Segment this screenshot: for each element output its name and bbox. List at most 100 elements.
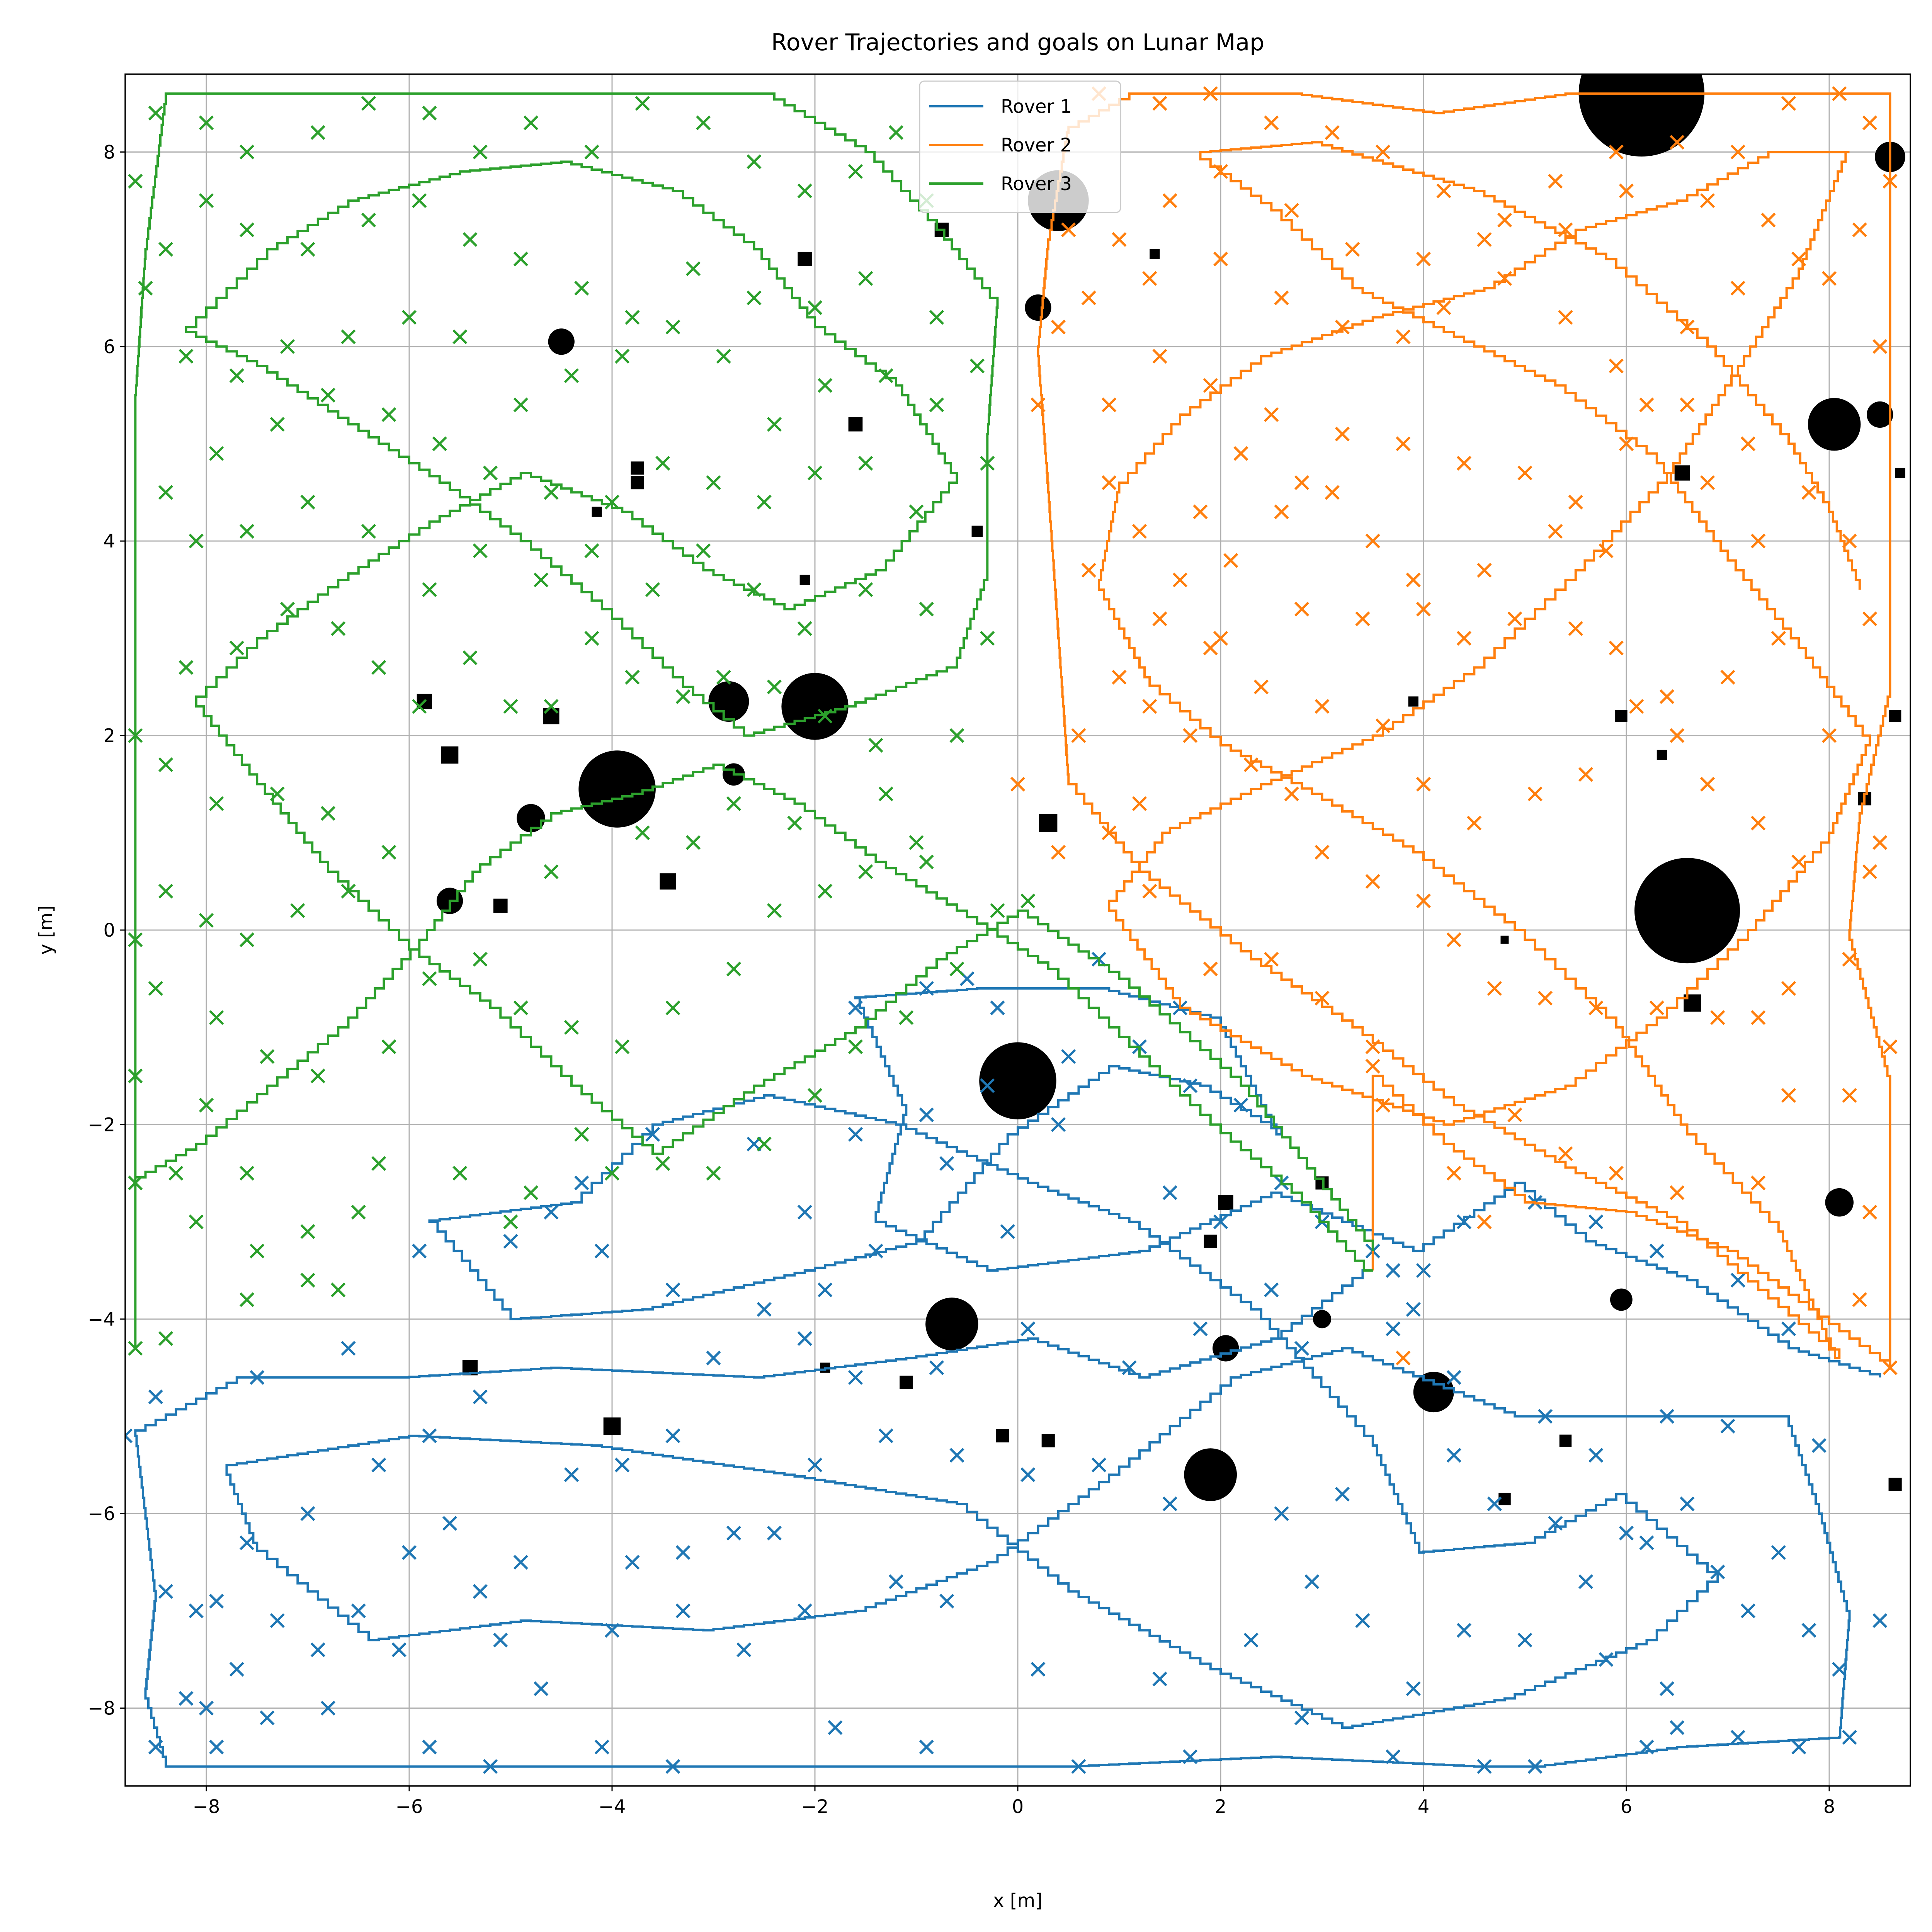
goal-marker-rover-1 bbox=[239, 1535, 255, 1550]
goal-marker-rover-1 bbox=[1771, 1545, 1786, 1560]
goal-marker-rover-2 bbox=[1203, 378, 1218, 393]
goal-marker-rover-1 bbox=[1537, 1409, 1553, 1424]
goal-marker-rover-3 bbox=[361, 524, 376, 539]
goal-marker-rover-3 bbox=[818, 378, 833, 393]
goal-marker-rover-3 bbox=[239, 145, 255, 160]
goal-marker-rover-3 bbox=[767, 417, 782, 432]
goal-marker-rover-2 bbox=[1527, 786, 1543, 801]
goal-marker-rover-3 bbox=[452, 1166, 468, 1181]
goal-marker-rover-1 bbox=[949, 1448, 964, 1463]
goal-marker-rover-2 bbox=[1842, 534, 1857, 549]
goal-marker-rover-2 bbox=[1193, 504, 1208, 519]
goal-marker-rover-2 bbox=[1751, 1175, 1766, 1190]
goal-marker-rover-2 bbox=[1477, 1214, 1492, 1230]
goal-marker-rover-1 bbox=[604, 1623, 620, 1638]
goal-marker-rover-1 bbox=[473, 1389, 488, 1405]
goal-marker-rover-3 bbox=[909, 835, 924, 850]
goal-marker-rover-2 bbox=[1416, 252, 1431, 267]
goal-marker-rover-3 bbox=[128, 932, 143, 947]
goal-marker-rover-2 bbox=[1609, 1166, 1624, 1181]
goal-marker-rover-3 bbox=[503, 699, 518, 714]
goal-marker-rover-3 bbox=[858, 864, 873, 879]
goal-marker-rover-3 bbox=[909, 504, 924, 519]
goal-marker-rover-1 bbox=[828, 1720, 843, 1735]
goal-marker-rover-1 bbox=[179, 1691, 194, 1706]
rock-obstacle bbox=[631, 461, 644, 475]
goal-marker-rover-2 bbox=[1315, 845, 1330, 860]
goal-marker-rover-2 bbox=[1639, 397, 1654, 412]
goal-marker-rover-2 bbox=[1365, 874, 1380, 889]
goal-marker-rover-3 bbox=[310, 1068, 325, 1083]
goal-marker-rover-2 bbox=[1051, 845, 1066, 860]
goal-marker-rover-1 bbox=[1872, 1613, 1888, 1628]
goal-marker-rover-3 bbox=[381, 407, 396, 422]
goal-marker-rover-3 bbox=[878, 786, 893, 801]
plot-area bbox=[124, 73, 1911, 1787]
rock-obstacle bbox=[1150, 249, 1160, 259]
goal-marker-rover-1 bbox=[1811, 1438, 1827, 1453]
goal-marker-rover-3 bbox=[401, 310, 417, 325]
goal-marker-rover-1 bbox=[1264, 1282, 1279, 1298]
goal-marker-rover-1 bbox=[371, 1458, 386, 1473]
goal-marker-rover-1 bbox=[1791, 1740, 1806, 1755]
goal-marker-rover-2 bbox=[1568, 621, 1583, 636]
goal-marker-rover-2 bbox=[1467, 816, 1482, 831]
goal-marker-rover-3 bbox=[534, 572, 549, 587]
x-tick-label: −4 bbox=[599, 1796, 626, 1818]
goal-marker-rover-1 bbox=[1659, 1681, 1675, 1696]
goal-marker-rover-2 bbox=[1355, 611, 1370, 626]
goal-marker-rover-3 bbox=[818, 709, 833, 724]
goal-marker-rover-1 bbox=[1386, 1263, 1401, 1278]
rock-obstacle bbox=[592, 507, 602, 517]
goal-marker-rover-2 bbox=[1477, 232, 1492, 247]
goal-marker-rover-2 bbox=[1710, 1010, 1725, 1025]
goal-marker-rover-2 bbox=[1821, 728, 1837, 743]
goal-marker-rover-3 bbox=[331, 621, 346, 636]
goal-marker-rover-1 bbox=[1588, 1214, 1604, 1230]
goal-marker-rover-1 bbox=[1193, 1321, 1208, 1337]
goal-marker-rover-2 bbox=[1872, 835, 1888, 850]
goal-marker-rover-2 bbox=[1203, 961, 1218, 976]
goal-marker-rover-2 bbox=[1700, 475, 1715, 490]
goal-marker-rover-3 bbox=[381, 1039, 396, 1054]
goal-marker-rover-1 bbox=[594, 1243, 609, 1259]
goal-marker-rover-2 bbox=[1203, 86, 1218, 101]
goal-marker-rover-2 bbox=[1264, 952, 1279, 967]
goal-marker-rover-1 bbox=[1740, 1603, 1756, 1619]
goal-marker-rover-1 bbox=[675, 1603, 690, 1619]
rock-obstacle bbox=[848, 417, 863, 432]
goal-marker-rover-3 bbox=[747, 154, 762, 169]
goal-marker-rover-1 bbox=[1801, 1623, 1816, 1638]
goal-marker-rover-2 bbox=[1223, 553, 1238, 568]
goal-marker-rover-3 bbox=[899, 1010, 914, 1025]
goal-marker-rover-2 bbox=[1751, 534, 1766, 549]
goal-marker-rover-2 bbox=[1335, 427, 1350, 442]
goal-marker-rover-3 bbox=[807, 465, 823, 481]
goal-marker-rover-2 bbox=[1081, 563, 1096, 578]
goal-marker-rover-3 bbox=[726, 961, 742, 976]
goal-marker-rover-3 bbox=[797, 621, 812, 636]
goal-marker-rover-2 bbox=[1680, 397, 1695, 412]
goal-marker-rover-3 bbox=[209, 796, 224, 811]
goal-marker-rover-3 bbox=[949, 961, 964, 976]
goal-marker-rover-2 bbox=[1751, 816, 1766, 831]
goal-marker-rover-3 bbox=[270, 417, 285, 432]
goal-marker-rover-3 bbox=[878, 368, 893, 383]
goal-marker-rover-1 bbox=[341, 1341, 356, 1356]
x-tick-label: −6 bbox=[396, 1796, 423, 1818]
rock-obstacle bbox=[1674, 465, 1690, 481]
goal-marker-rover-2 bbox=[1507, 1107, 1522, 1122]
x-tick-label: 6 bbox=[1621, 1796, 1633, 1818]
crater-obstacle bbox=[781, 673, 849, 740]
goal-marker-rover-1 bbox=[1355, 1613, 1370, 1628]
goal-marker-rover-1 bbox=[665, 1759, 680, 1774]
goal-marker-rover-2 bbox=[1568, 495, 1583, 510]
goal-marker-rover-2 bbox=[1436, 300, 1451, 315]
goal-marker-rover-3 bbox=[412, 193, 427, 208]
goal-marker-rover-1 bbox=[158, 1584, 173, 1599]
goal-marker-rover-1 bbox=[1213, 1214, 1228, 1230]
goal-marker-rover-3 bbox=[300, 242, 315, 257]
goal-marker-rover-3 bbox=[665, 1000, 680, 1015]
goal-marker-rover-1 bbox=[797, 1603, 812, 1619]
goal-marker-rover-2 bbox=[1213, 164, 1228, 179]
